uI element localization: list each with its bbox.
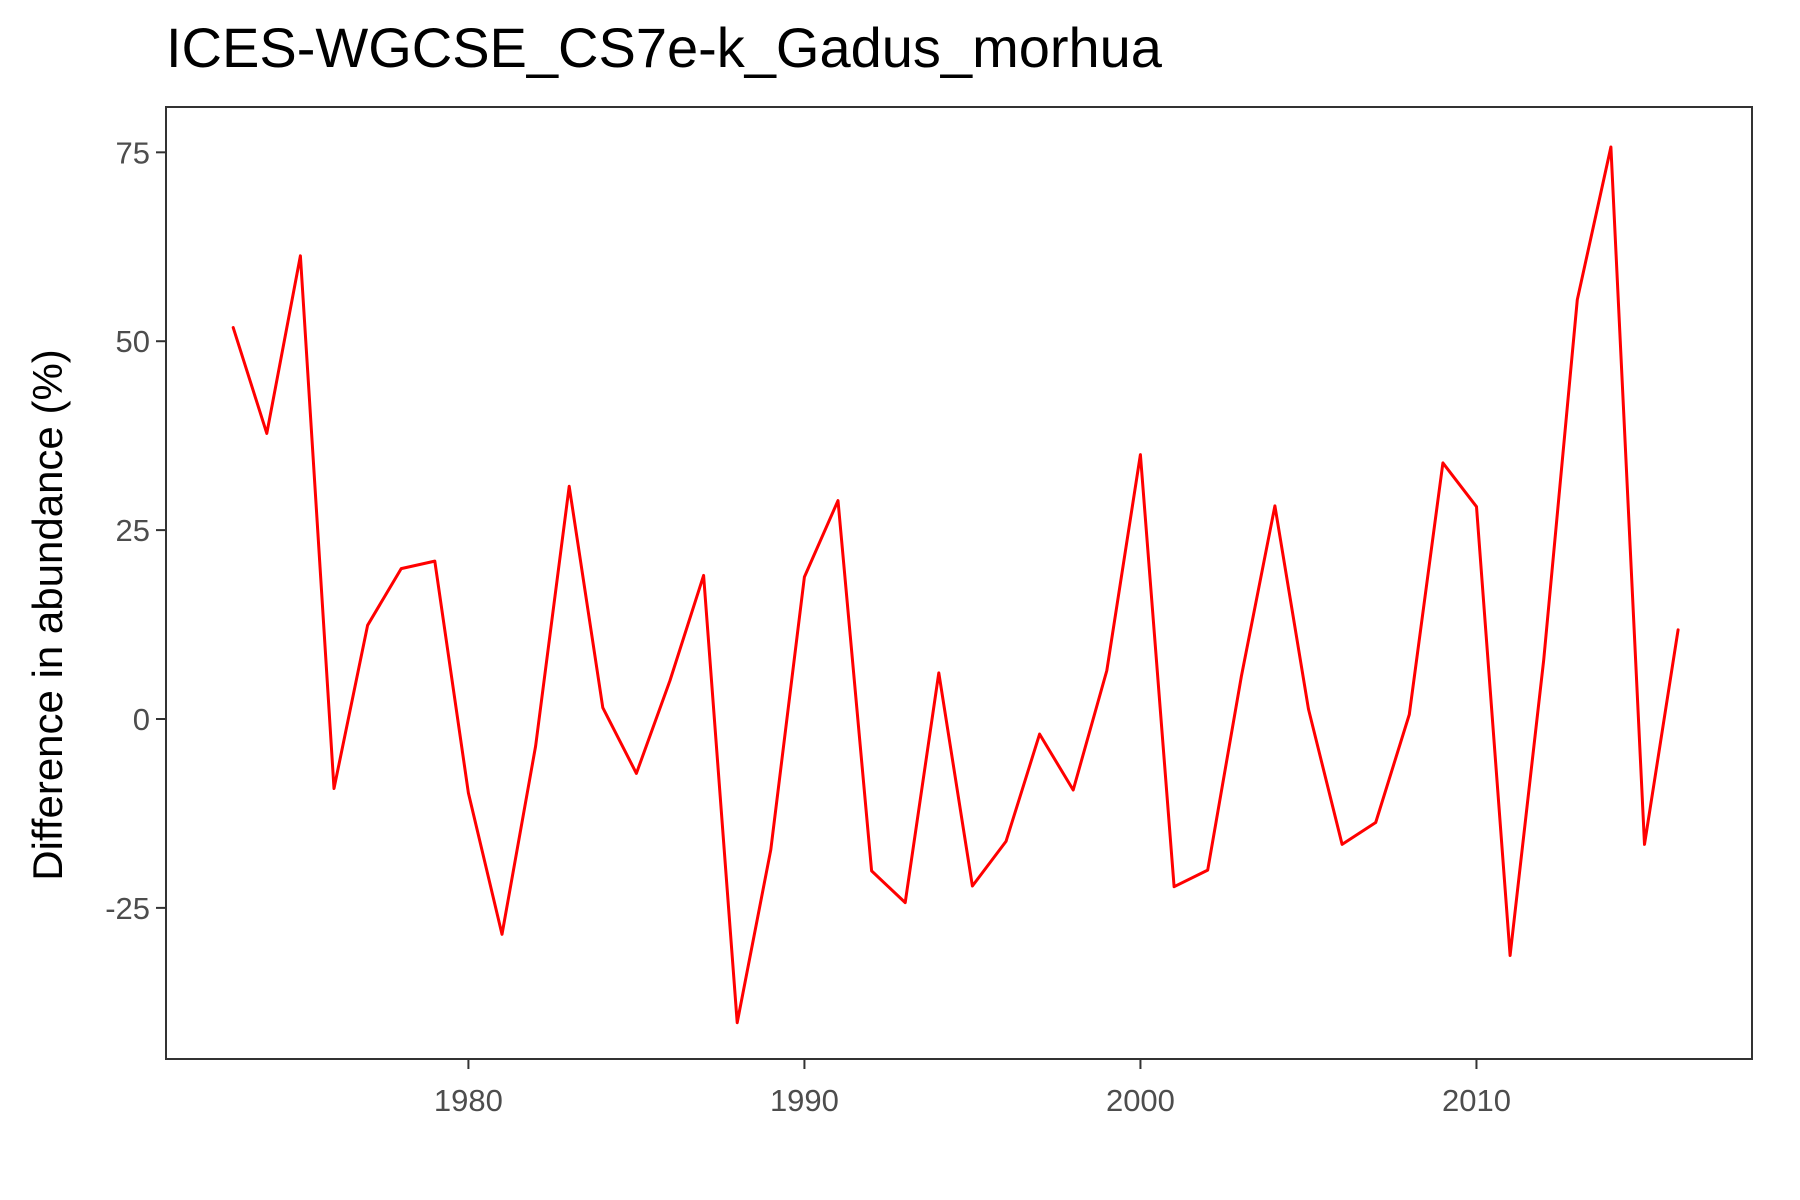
- y-axis-label: Difference in abundance (%): [24, 349, 71, 881]
- x-tick-label: 2010: [1442, 1083, 1511, 1118]
- x-tick-label: 1980: [434, 1083, 503, 1118]
- series-layer: [231, 145, 1680, 1025]
- y-tick-label: 50: [116, 324, 150, 359]
- y-tick-label: -25: [105, 891, 150, 926]
- y-axis-ticks: -25 0 25 50 75: [105, 135, 166, 926]
- x-tick-label: 1990: [770, 1083, 839, 1118]
- series-line: [231, 145, 1680, 1025]
- y-tick-label: 0: [133, 702, 150, 737]
- y-tick-label: 25: [116, 513, 150, 548]
- x-axis-ticks: 1980 1990 2000 2010: [434, 1059, 1511, 1118]
- plot-panel-border: [165, 106, 1753, 1060]
- y-tick-label: 75: [116, 135, 150, 170]
- chart-title: ICES-WGCSE_CS7e-k_Gadus_morhua: [166, 16, 1163, 79]
- x-tick-label: 2000: [1106, 1083, 1175, 1118]
